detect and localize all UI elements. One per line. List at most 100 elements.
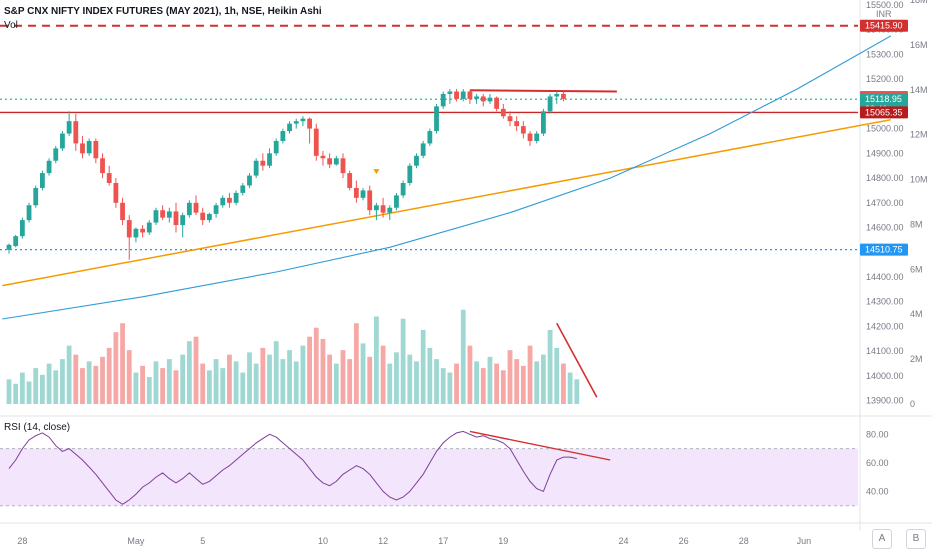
- volume-bar: [66, 345, 72, 404]
- volume-bar: [260, 347, 266, 404]
- candle-body: [307, 118, 312, 129]
- candle-body: [40, 173, 45, 188]
- volume-tick-label: 2M: [910, 354, 923, 364]
- volume-bar: [527, 345, 533, 404]
- volume-bar: [561, 363, 566, 404]
- candle-body: [26, 205, 32, 221]
- volume-bar: [547, 329, 553, 404]
- price-tick-label: 15500.00: [866, 0, 904, 10]
- volume-bar: [60, 359, 65, 404]
- candle-body: [46, 160, 52, 174]
- candle-body: [494, 97, 500, 109]
- volume-bar: [514, 359, 520, 404]
- rsi-label: RSI (14, close): [4, 422, 71, 433]
- volume-bar: [173, 370, 179, 404]
- candle-body: [140, 228, 145, 233]
- volume-bar: [53, 370, 59, 404]
- price-badge-label: 15065.35: [865, 107, 903, 117]
- candle-body: [427, 131, 433, 144]
- candle-body: [327, 158, 333, 165]
- candle-body: [120, 202, 125, 221]
- volume-bar: [280, 359, 286, 404]
- volume-bar: [400, 318, 406, 404]
- price-badge-label: 15118.95: [865, 94, 902, 104]
- volume-bar: [447, 372, 453, 404]
- candle-body: [113, 183, 119, 203]
- volume-bar: [460, 309, 466, 404]
- rsi-tick-label: 80.00: [866, 429, 889, 439]
- volume-bar: [247, 352, 252, 404]
- volume-tick-label: 12M: [910, 130, 928, 140]
- candle-body: [273, 140, 279, 154]
- volume-bar: [574, 379, 580, 404]
- volume-bar: [213, 359, 219, 404]
- candle-body: [400, 183, 406, 196]
- price-tick-label: 14700.00: [866, 198, 904, 208]
- volume-bar: [26, 381, 32, 404]
- candle-body: [353, 187, 359, 198]
- price-tick-label: 14300.00: [866, 297, 904, 307]
- candle-body: [207, 213, 212, 221]
- support-trendline: [2, 118, 891, 287]
- candle-body: [374, 205, 379, 211]
- candle-body: [253, 160, 259, 176]
- volume-bar: [253, 363, 259, 404]
- candle-body: [193, 202, 199, 213]
- volume-bar: [394, 352, 399, 404]
- log-scale-button[interactable]: B: [906, 529, 926, 549]
- volume-bar: [474, 361, 479, 404]
- price-tick-label: 14400.00: [866, 272, 904, 282]
- volume-bar: [353, 323, 359, 404]
- candle-body: [227, 197, 232, 203]
- volume-bar: [140, 365, 145, 404]
- candle-body: [434, 106, 439, 132]
- volume-bar: [380, 345, 386, 404]
- candle-body: [454, 91, 459, 99]
- candle-body: [93, 140, 99, 159]
- chart-title: S&P CNX NIFTY INDEX FUTURES (MAY 2021), …: [4, 6, 322, 17]
- volume-bar: [100, 356, 105, 404]
- price-tick-label: 14600.00: [866, 223, 904, 233]
- candle-body: [293, 121, 299, 124]
- candle-body: [200, 212, 206, 221]
- volume-bar: [293, 361, 299, 404]
- volume-bar: [227, 354, 232, 404]
- volume-bar: [240, 372, 246, 404]
- volume-bar: [93, 365, 99, 404]
- candle-body: [320, 155, 326, 159]
- volume-bar: [500, 370, 506, 404]
- volume-bar: [407, 354, 413, 404]
- time-tick-label: 28: [739, 536, 749, 546]
- volume-bar: [507, 350, 513, 404]
- candle-body: [474, 96, 479, 99]
- volume-bar: [554, 347, 560, 404]
- volume-bar: [113, 332, 119, 404]
- time-tick-label: 24: [619, 536, 629, 546]
- volume-tick-label: 14M: [910, 85, 928, 95]
- volume-bar: [367, 356, 373, 404]
- candle-body: [340, 158, 346, 174]
- volume-bar: [307, 336, 312, 404]
- volume-bar: [267, 354, 272, 404]
- volume-bar: [19, 372, 25, 404]
- candle-body: [387, 207, 393, 213]
- candle-body: [414, 155, 419, 166]
- auto-scale-button[interactable]: A: [872, 529, 892, 549]
- volume-bar: [467, 345, 473, 404]
- time-tick-label: 5: [200, 536, 205, 546]
- candle-body: [146, 222, 152, 233]
- volume-bar: [360, 343, 366, 404]
- volume-bar: [427, 347, 433, 404]
- volume-tick-label: 16M: [910, 40, 928, 50]
- volume-bar: [454, 363, 459, 404]
- volume-bar: [534, 361, 540, 404]
- candle-body: [180, 215, 186, 226]
- candle-body: [53, 148, 59, 161]
- candle-body: [480, 96, 486, 102]
- price-tick-label: 13900.00: [866, 396, 904, 406]
- volume-tick-label: 18M: [910, 0, 928, 5]
- time-tick-label: 26: [679, 536, 689, 546]
- volume-bar: [320, 338, 326, 404]
